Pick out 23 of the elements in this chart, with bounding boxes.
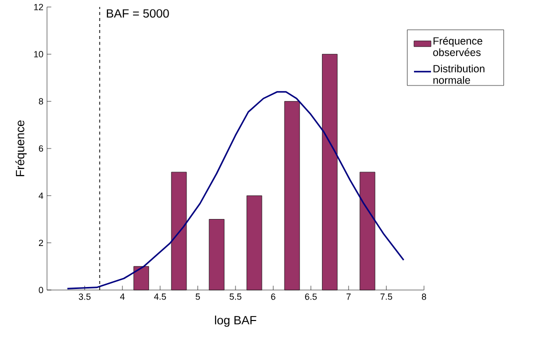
x-tick-label: 7 — [346, 294, 351, 300]
x-tick-label: 3.5 — [78, 294, 91, 300]
x-tick-label: 7.5 — [380, 294, 392, 300]
y-tick-label: 2 — [38, 240, 44, 246]
y-axis-title: Fréquence — [15, 120, 27, 176]
x-tick-label: 5.5 — [230, 294, 242, 300]
y-tick-label: 6 — [38, 145, 44, 152]
x-tick-label: 8 — [422, 294, 426, 300]
y-tick-label: 12 — [34, 4, 44, 10]
y-tick-label: 0 — [38, 286, 44, 294]
x-axis-title: log BAF — [215, 316, 256, 327]
x-tick-label: 4.5 — [154, 294, 166, 300]
y-tick-label: 10 — [34, 50, 44, 58]
legend-label: Distribution normale — [433, 64, 484, 84]
line-series — [66, 91, 404, 290]
x-tick-label: 4 — [120, 294, 125, 300]
x-tick-label: 5 — [196, 294, 200, 300]
annotation: BAF = 5000 — [106, 9, 169, 18]
x-tick-label: 6.5 — [305, 294, 317, 300]
x-tick-label: 6 — [271, 294, 276, 300]
y-tick-label: 4 — [38, 192, 44, 199]
legend-label: Fréquence observées — [433, 36, 482, 56]
y-tick-label: 8 — [38, 98, 44, 105]
